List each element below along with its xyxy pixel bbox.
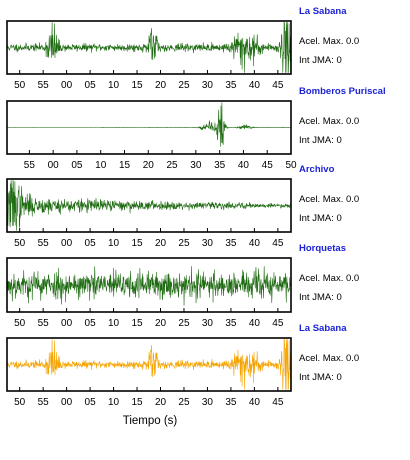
- x-tick-label: 35: [225, 318, 237, 329]
- x-tick-label: 20: [155, 80, 167, 91]
- x-tick-label: 35: [225, 397, 237, 408]
- plot-frame: [6, 337, 292, 392]
- station-name: La Sabana: [299, 323, 347, 334]
- x-tick-label: 50: [14, 238, 26, 249]
- x-tick-label: 50: [285, 160, 297, 171]
- x-tick-label: 45: [272, 80, 284, 91]
- x-tick-label: 05: [85, 397, 97, 408]
- x-tick-label: 20: [155, 238, 167, 249]
- x-tick-label: 25: [167, 160, 179, 171]
- x-tick-label: 55: [38, 397, 50, 408]
- x-tick-label: 05: [85, 80, 97, 91]
- x-tick-label: 25: [178, 397, 190, 408]
- x-tick-label: 30: [202, 238, 214, 249]
- x-tick-label: 20: [143, 160, 155, 171]
- x-tick-label: 45: [272, 397, 284, 408]
- x-tick-label: 50: [14, 397, 26, 408]
- x-tick-label: 30: [202, 397, 214, 408]
- x-tick-label: 00: [48, 160, 60, 171]
- x-tick-label: 40: [249, 80, 261, 91]
- x-tick-label: 30: [202, 80, 214, 91]
- x-tick-label: 40: [249, 318, 261, 329]
- plot-frame: [6, 178, 292, 233]
- jma-intensity: Int JMA: 0: [299, 135, 342, 146]
- max-acceleration: Acel. Max. 0.0: [299, 36, 360, 47]
- max-acceleration: Acel. Max. 0.0: [299, 194, 360, 205]
- x-tick-label: 35: [225, 80, 237, 91]
- seismogram-panel-2: 55 00 05 10 15 20 25 30 35 40 45 50: [6, 100, 297, 171]
- waveform-trace: [7, 180, 291, 231]
- station-name: Horquetas: [299, 243, 346, 254]
- x-tick-label: 45: [272, 318, 284, 329]
- plot-frame: [6, 20, 292, 75]
- x-tick-label: 55: [24, 160, 36, 171]
- plot-frame: [6, 100, 292, 155]
- x-tick-label: 30: [202, 318, 214, 329]
- station-name: La Sabana: [299, 6, 347, 17]
- x-tick-label: 40: [249, 238, 261, 249]
- x-tick-label: 10: [108, 397, 120, 408]
- jma-intensity: Int JMA: 0: [299, 213, 342, 224]
- x-tick-label: 05: [85, 318, 97, 329]
- x-tick-label: 10: [95, 160, 107, 171]
- x-tick-label: 55: [38, 238, 50, 249]
- x-tick-label: 25: [178, 80, 190, 91]
- x-tick-label: 50: [14, 80, 26, 91]
- waveform-trace: [7, 338, 291, 390]
- seismogram-panel-3: 50 55 00 05 10 15 20 25 30 35 40 45: [6, 178, 292, 249]
- x-tick-label: 35: [214, 160, 226, 171]
- x-tick-label: 10: [108, 80, 120, 91]
- x-axis-label: Tiempo (s): [122, 415, 178, 427]
- x-tick-label: 15: [119, 160, 131, 171]
- x-tick-label: 00: [61, 318, 73, 329]
- waveform-trace: [7, 266, 291, 306]
- plot-frame: [6, 257, 292, 313]
- x-tick-label: 15: [131, 397, 143, 408]
- x-tick-label: 40: [238, 160, 250, 171]
- x-tick-label: 30: [190, 160, 202, 171]
- x-tick-label: 40: [249, 397, 261, 408]
- x-tick-label: 20: [155, 397, 167, 408]
- jma-intensity: Int JMA: 0: [299, 55, 342, 66]
- x-tick-label: 25: [178, 238, 190, 249]
- x-tick-label: 55: [38, 318, 50, 329]
- station-name: Archivo: [299, 164, 335, 175]
- seismogram-panel-4: 50 55 00 05 10 15 20 25 30 35 40 45: [6, 257, 292, 329]
- x-tick-label: 55: [38, 80, 50, 91]
- max-acceleration: Acel. Max. 0.0: [299, 353, 360, 364]
- x-tick-label: 00: [61, 397, 73, 408]
- x-tick-label: 25: [178, 318, 190, 329]
- waveform-trace: [7, 21, 291, 73]
- x-tick-label: 05: [85, 238, 97, 249]
- x-tick-label: 00: [61, 238, 73, 249]
- max-acceleration: Acel. Max. 0.0: [299, 273, 360, 284]
- x-tick-label: 00: [61, 80, 73, 91]
- x-tick-label: 15: [131, 80, 143, 91]
- waveform-trace: [7, 102, 291, 147]
- x-tick-label: 15: [131, 238, 143, 249]
- x-tick-label: 50: [14, 318, 26, 329]
- x-tick-label: 10: [108, 318, 120, 329]
- x-tick-label: 10: [108, 238, 120, 249]
- x-tick-label: 15: [131, 318, 143, 329]
- jma-intensity: Int JMA: 0: [299, 292, 342, 303]
- x-tick-label: 35: [225, 238, 237, 249]
- x-tick-label: 05: [71, 160, 83, 171]
- jma-intensity: Int JMA: 0: [299, 372, 342, 383]
- seismogram-panel-1: 50 55 00 05 10 15 20 25 30 35 40 45: [6, 20, 292, 91]
- seismogram-panel-5: 50 55 00 05 10 15 20 25 30 35 40 45: [6, 337, 292, 408]
- max-acceleration: Acel. Max. 0.0: [299, 116, 360, 127]
- x-tick-label: 45: [272, 238, 284, 249]
- x-tick-label: 45: [262, 160, 274, 171]
- x-tick-label: 20: [155, 318, 167, 329]
- station-name: Bomberos Puriscal: [299, 86, 386, 97]
